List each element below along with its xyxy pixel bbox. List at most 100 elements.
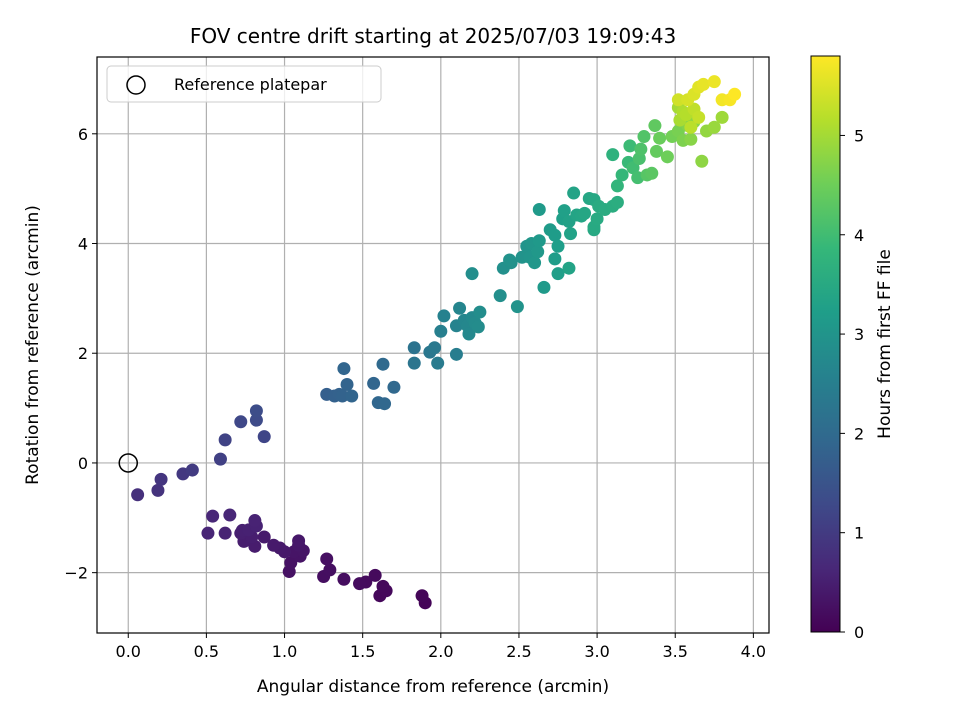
data-point: [462, 327, 476, 341]
data-point: [376, 357, 390, 371]
x-tick-label: 3.0: [584, 642, 609, 661]
y-axis-label: Rotation from reference (arcmin): [23, 205, 43, 485]
colorbar-label: Hours from first FF file: [875, 249, 895, 439]
data-point: [206, 509, 220, 523]
data-point: [213, 452, 227, 466]
data-point: [320, 552, 334, 566]
data-point: [660, 150, 674, 164]
data-point: [548, 252, 562, 266]
data-point: [428, 341, 442, 355]
data-point: [335, 389, 349, 403]
colorbar-ticks: 0 1 2 3 4 5: [840, 126, 864, 642]
chart-title: FOV centre drift starting at 2025/07/03 …: [190, 24, 676, 48]
data-point: [548, 228, 562, 242]
data-point: [154, 472, 168, 486]
data-points: [131, 75, 742, 610]
data-point: [695, 154, 709, 168]
data-point: [340, 377, 354, 391]
data-point: [218, 433, 232, 447]
plot-frame: [96, 56, 770, 634]
reference-point-marker: [118, 453, 139, 473]
data-point: [473, 305, 487, 319]
data-point: [645, 166, 659, 180]
data-point: [610, 195, 624, 209]
x-tick-label: 2.5: [506, 642, 531, 661]
data-point: [503, 253, 517, 267]
x-axis-ticks: 0.0 0.5 1.0 1.5 2.0 2.5 3.0 3.5 4.0: [116, 633, 766, 661]
data-point: [671, 93, 685, 107]
data-point: [623, 139, 637, 153]
data-point: [493, 289, 507, 303]
data-point: [249, 413, 263, 427]
data-point: [376, 579, 390, 593]
legend-entry-reference: Reference platepar: [174, 75, 327, 94]
legend-box: [106, 65, 382, 103]
data-point: [248, 514, 262, 528]
colorbar-tick-label: 1: [854, 524, 864, 543]
x-tick-label: 3.5: [663, 642, 688, 661]
data-point: [696, 77, 710, 91]
data-point: [249, 404, 263, 418]
data-point: [337, 572, 351, 586]
colorbar-tick-label: 4: [854, 226, 864, 245]
data-point: [453, 301, 467, 315]
data-point: [407, 356, 421, 370]
data-point: [557, 204, 571, 218]
data-point: [510, 300, 524, 314]
colorbar-gradient: [811, 56, 840, 632]
data-point: [615, 168, 629, 182]
data-point: [257, 430, 271, 444]
y-tick-label: 6: [78, 125, 88, 144]
data-point: [551, 239, 565, 253]
data-point: [367, 376, 381, 390]
colorbar-tick-label: 2: [854, 424, 864, 443]
y-tick-label: 0: [78, 454, 88, 473]
data-point: [337, 362, 351, 376]
data-point: [648, 119, 662, 133]
data-point: [218, 526, 232, 540]
data-point: [185, 463, 199, 477]
data-point: [323, 563, 337, 577]
colorbar: 0 1 2 3 4 5 Hours from first FF file: [810, 55, 895, 642]
data-point: [537, 280, 551, 294]
data-point: [707, 120, 721, 134]
x-axis-label: Angular distance from reference (arcmin): [257, 677, 609, 697]
data-point: [564, 227, 578, 241]
y-axis-ticks: −2 0 2 4 6: [64, 125, 97, 583]
data-point: [201, 526, 215, 540]
data-point: [532, 234, 546, 248]
data-point: [590, 212, 604, 226]
data-point: [465, 267, 479, 281]
data-point: [234, 415, 248, 429]
data-point: [267, 538, 281, 552]
data-point: [431, 356, 445, 370]
x-tick-label: 0.5: [194, 642, 219, 661]
data-point: [532, 203, 546, 217]
colorbar-tick-label: 0: [854, 623, 864, 642]
data-point: [707, 75, 721, 89]
data-point: [692, 110, 706, 124]
data-point: [368, 568, 382, 582]
x-tick-label: 1.5: [350, 642, 375, 661]
colorbar-tick-label: 5: [854, 126, 864, 145]
data-point: [528, 256, 542, 270]
data-point: [345, 389, 359, 403]
legend-marker: [126, 75, 146, 95]
data-point: [531, 245, 545, 259]
legend: Reference platepar: [106, 65, 382, 103]
colorbar-frame: [810, 55, 841, 633]
data-point: [415, 589, 429, 603]
data-point: [437, 309, 451, 323]
data-point: [610, 179, 624, 193]
data-point: [578, 206, 592, 220]
data-point: [387, 380, 401, 394]
data-point: [653, 131, 667, 145]
data-point: [434, 324, 448, 338]
data-point: [223, 508, 237, 522]
data-point: [562, 261, 576, 275]
data-point: [715, 110, 729, 124]
data-point: [634, 142, 648, 156]
data-point: [257, 530, 271, 544]
data-point: [378, 397, 392, 411]
